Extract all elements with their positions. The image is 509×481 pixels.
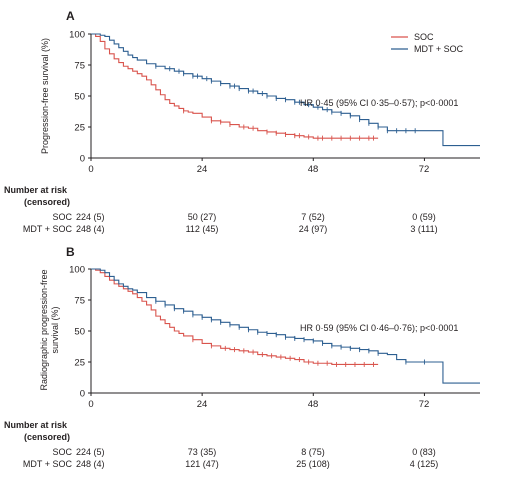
panel-a: A Progression-free survival (%) 100 75 5… bbox=[4, 9, 480, 234]
panel-b-x-tick-label: 72 bbox=[419, 399, 430, 410]
panel-a-y-tick-label: 100 bbox=[69, 30, 85, 41]
panel-a-x-tick-label: 24 bbox=[197, 164, 208, 175]
risk-value: 121 (47) bbox=[185, 459, 219, 469]
panel-b-x-tick-label: 24 bbox=[197, 399, 208, 410]
km-curve-soc bbox=[91, 268, 379, 366]
panel-b-ticks bbox=[88, 268, 425, 396]
panel-a-y-tick-labels: 100 75 50 25 0 bbox=[69, 30, 85, 165]
panel-a-x-tick-label: 0 bbox=[88, 164, 93, 175]
panel-b: B Radiographic progression-freesurvival … bbox=[4, 245, 480, 469]
risk-value: 248 (4) bbox=[76, 459, 105, 469]
risk-value: 112 (45) bbox=[186, 224, 219, 234]
risk-table-title: Number at risk bbox=[4, 185, 68, 195]
risk-row-label-mdt-soc: MDT + SOC bbox=[23, 224, 73, 234]
panel-b-risk-table: Number at risk (censored) SOC MDT + SOC … bbox=[4, 420, 438, 469]
panel-b-y-tick-label: 50 bbox=[74, 327, 85, 338]
panel-a-x-tick-label: 48 bbox=[308, 164, 319, 175]
risk-value: 248 (4) bbox=[76, 224, 105, 234]
panel-a-y-tick-label: 0 bbox=[80, 154, 85, 165]
panel-b-y-tick-label: 0 bbox=[80, 389, 85, 400]
panel-a-plot bbox=[88, 33, 480, 161]
risk-value: 4 (125) bbox=[410, 459, 439, 469]
panel-a-y-tick-label: 75 bbox=[74, 61, 85, 72]
risk-value: 7 (52) bbox=[301, 212, 325, 222]
panel-a-y-tick-label: 25 bbox=[74, 123, 85, 134]
risk-value: 73 (35) bbox=[188, 447, 217, 457]
risk-value: 25 (108) bbox=[296, 459, 330, 469]
risk-value: 224 (5) bbox=[76, 447, 105, 457]
legend-label-mdt-soc: MDT + SOC bbox=[414, 44, 464, 54]
risk-row-label-mdt-soc: MDT + SOC bbox=[23, 459, 73, 469]
risk-value: 3 (111) bbox=[410, 224, 437, 234]
risk-value: 224 (5) bbox=[76, 212, 105, 222]
panel-a-hazard-ratio: HR 0·45 (95% CI 0·35–0·57); p<0·0001 bbox=[300, 98, 458, 108]
legend-label-soc: SOC bbox=[414, 32, 434, 42]
panel-b-x-tick-label: 0 bbox=[88, 399, 93, 410]
panel-a-ticks bbox=[88, 33, 425, 161]
panel-a-letter: A bbox=[66, 9, 75, 23]
risk-table-subtitle: (censored) bbox=[24, 197, 70, 207]
panel-b-hazard-ratio: HR 0·59 (95% CI 0·46–0·76); p<0·0001 bbox=[300, 323, 458, 333]
risk-value: 24 (97) bbox=[299, 224, 328, 234]
panel-a-x-tick-label: 72 bbox=[419, 164, 430, 175]
risk-value: 50 (27) bbox=[188, 212, 217, 222]
km-curve-soc bbox=[91, 33, 379, 139]
panel-a-series-layer bbox=[91, 33, 480, 147]
panel-b-y-axis-label: Radiographic progression-freesurvival (%… bbox=[39, 269, 60, 390]
legend: SOC MDT + SOC bbox=[391, 32, 464, 54]
panel-b-x-tick-labels: 0 24 48 72 bbox=[88, 399, 429, 410]
panel-b-y-tick-label: 75 bbox=[74, 296, 85, 307]
panel-b-y-tick-label: 25 bbox=[74, 358, 85, 369]
risk-value: 0 (83) bbox=[412, 447, 436, 457]
panel-a-y-tick-label: 50 bbox=[74, 92, 85, 103]
risk-row-label-soc: SOC bbox=[52, 212, 72, 222]
panel-a-y-axis-label: Progression-free survival (%) bbox=[40, 38, 50, 154]
panel-a-x-tick-labels: 0 24 48 72 bbox=[88, 164, 429, 175]
risk-table-title: Number at risk bbox=[4, 420, 68, 430]
panel-b-y-tick-label: 100 bbox=[69, 265, 85, 276]
risk-table-subtitle: (censored) bbox=[24, 432, 70, 442]
risk-value: 8 (75) bbox=[301, 447, 325, 457]
risk-row-label-soc: SOC bbox=[52, 447, 72, 457]
panel-b-x-tick-label: 48 bbox=[308, 399, 319, 410]
panel-b-letter: B bbox=[66, 245, 75, 259]
panel-b-plot bbox=[88, 268, 480, 396]
risk-value: 0 (59) bbox=[412, 212, 436, 222]
panel-b-y-tick-labels: 100 75 50 25 0 bbox=[69, 265, 85, 400]
panel-a-risk-table: Number at risk (censored) SOC MDT + SOC … bbox=[4, 185, 438, 234]
panel-b-series-layer bbox=[91, 268, 480, 384]
